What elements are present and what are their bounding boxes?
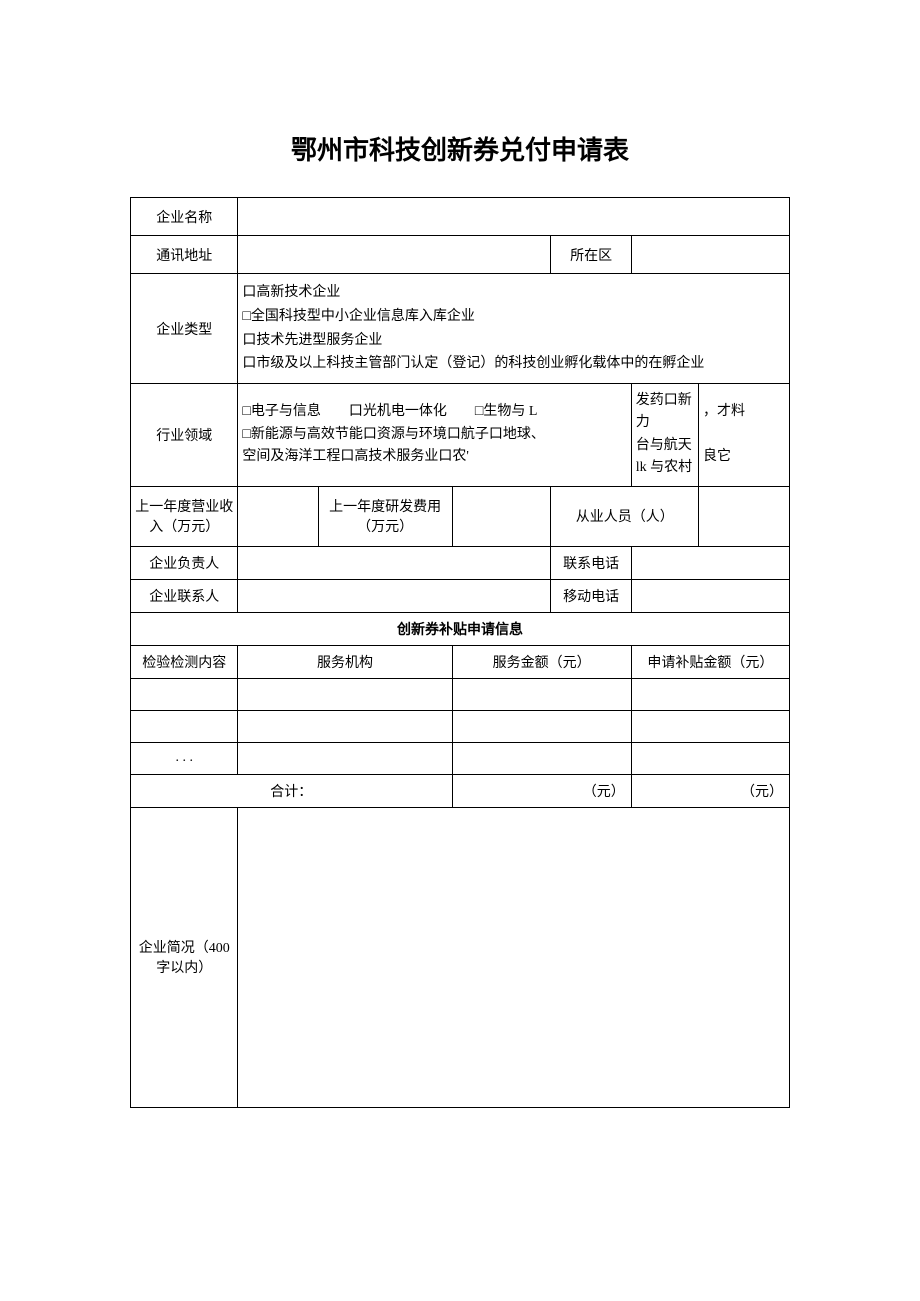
label-industry: 行业领域 — [131, 384, 238, 487]
col-test-content: 检验检测内容 — [131, 645, 238, 678]
col-apply-amount: 申请补贴金额（元） — [631, 645, 789, 678]
field-company-profile[interactable] — [238, 807, 790, 1107]
subsidy-row-3-org[interactable] — [238, 742, 452, 774]
field-prev-revenue[interactable] — [238, 486, 318, 546]
subsidy-row-ellipsis: . . . — [131, 742, 238, 774]
subsidy-row-2-apply-amount[interactable] — [631, 710, 789, 742]
field-company-type[interactable]: 口高新技术企业 □全国科技型中小企业信息库入库企业 口技术先进型服务企业 口市级… — [238, 274, 790, 384]
total-service-amount: （元） — [452, 774, 631, 807]
section-subsidy-info: 创新券补贴申请信息 — [131, 612, 790, 645]
field-industry-right[interactable]: ，才料 良它 — [699, 384, 790, 487]
subsidy-row-1-apply-amount[interactable] — [631, 678, 789, 710]
field-district[interactable] — [631, 236, 789, 274]
subsidy-row-1-org[interactable] — [238, 678, 452, 710]
col-service-org: 服务机构 — [238, 645, 452, 678]
label-address: 通讯地址 — [131, 236, 238, 274]
subsidy-row-1-content[interactable] — [131, 678, 238, 710]
label-company-name: 企业名称 — [131, 198, 238, 236]
label-contact: 企业联系人 — [131, 579, 238, 612]
field-employees[interactable] — [699, 486, 790, 546]
subsidy-row-2-service-amount[interactable] — [452, 710, 631, 742]
subsidy-row-3-apply-amount[interactable] — [631, 742, 789, 774]
subsidy-row-3-service-amount[interactable] — [452, 742, 631, 774]
field-company-name[interactable] — [238, 198, 790, 236]
subsidy-row-2-org[interactable] — [238, 710, 452, 742]
field-industry-left[interactable]: □电子与信息 口光机电一体化 □生物与 L □新能源与高效节能口资源与环境口航子… — [238, 384, 631, 487]
label-total: 合计： — [131, 774, 453, 807]
field-legal-rep[interactable] — [238, 546, 551, 579]
label-employees: 从业人员（人） — [551, 486, 699, 546]
subsidy-row-2-content[interactable] — [131, 710, 238, 742]
page-title: 鄂州市科技创新券兑付申请表 — [130, 130, 790, 167]
label-prev-revenue: 上一年度营业收入（万元） — [131, 486, 238, 546]
label-prev-rd: 上一年度研发费用（万元） — [318, 486, 452, 546]
col-service-amount: 服务金额（元） — [452, 645, 631, 678]
label-legal-rep: 企业负责人 — [131, 546, 238, 579]
subsidy-row-1-service-amount[interactable] — [452, 678, 631, 710]
field-prev-rd[interactable] — [452, 486, 551, 546]
label-tel: 联系电话 — [551, 546, 631, 579]
label-mobile: 移动电话 — [551, 579, 631, 612]
label-district: 所在区 — [551, 236, 631, 274]
field-address[interactable] — [238, 236, 551, 274]
field-tel[interactable] — [631, 546, 789, 579]
field-contact[interactable] — [238, 579, 551, 612]
label-company-profile: 企业简况（400 字以内） — [131, 807, 238, 1107]
label-company-type: 企业类型 — [131, 274, 238, 384]
field-industry-mid[interactable]: 发药口新力 台与航天 lk 与农村 — [631, 384, 698, 487]
total-apply-amount: （元） — [631, 774, 789, 807]
application-form-table: 企业名称 通讯地址 所在区 企业类型 口高新技术企业 □全国科技型中小企业信息库… — [130, 197, 790, 1108]
field-mobile[interactable] — [631, 579, 789, 612]
